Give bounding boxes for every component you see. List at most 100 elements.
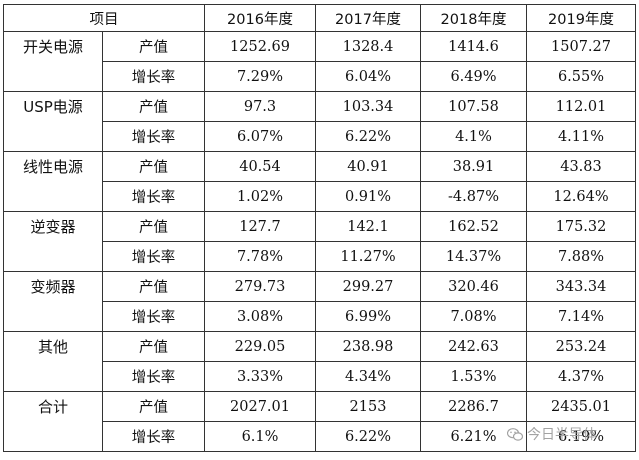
header-year: 2018年度 (420, 4, 527, 32)
header-year: 2016年度 (204, 4, 316, 32)
data-table: 项目 2016年度 2017年度 2018年度 2019年度 开关电源 产值 125… (3, 4, 636, 452)
metric-label: 产值 (102, 391, 205, 422)
metric-label: 产值 (102, 151, 205, 182)
value-cell: 2027.01 (204, 391, 316, 422)
table-row: 增长率 3.33% 4.34% 1.53% 4.37% (4, 361, 636, 392)
table-row: 合计 产值 2027.01 2153 2286.7 2435.01 (3, 391, 636, 452)
value-cell: 38.91 (420, 151, 527, 182)
growth-cell: 6.07% (204, 121, 316, 152)
growth-cell: 7.29% (204, 61, 316, 92)
table-row: 增长率 7.78% 11.27% 14.37% 7.88% (4, 241, 636, 272)
table-row: 增长率 3.08% 6.99% 7.08% 7.14% (4, 301, 636, 332)
table-row: 开关电源 产值 1252.69 1328.4 1414.6 1507.27 (3, 31, 636, 92)
growth-cell: 7.78% (204, 241, 316, 272)
value-cell: 103.34 (315, 91, 421, 122)
table-row: 线性电源 产值 40.54 40.91 38.91 43.83 (3, 151, 636, 212)
growth-cell: 6.19% (526, 421, 636, 452)
metric-label: 产值 (102, 31, 205, 62)
table-row: 增长率 6.07% 6.22% 4.1% 4.11% (4, 121, 636, 152)
value-cell: 229.05 (204, 331, 316, 362)
value-cell: 279.73 (204, 271, 316, 302)
value-cell: 127.7 (204, 211, 316, 242)
metric-label: 产值 (102, 271, 205, 302)
value-cell: 162.52 (420, 211, 527, 242)
growth-cell: 6.99% (315, 301, 421, 332)
growth-cell: 14.37% (420, 241, 527, 272)
category-name: 线性电源 (3, 151, 103, 212)
wechat-icon (507, 427, 523, 441)
metric-label: 增长率 (102, 421, 205, 452)
growth-cell: 6.49% (420, 61, 527, 92)
growth-cell: 6.22% (315, 421, 421, 452)
value-cell: 1252.69 (204, 31, 316, 62)
table-row: 其他 产值 229.05 238.98 242.63 253.24 (3, 331, 636, 392)
value-cell: 107.58 (420, 91, 527, 122)
growth-cell: 11.27% (315, 241, 421, 272)
value-cell: 40.91 (315, 151, 421, 182)
table-row: 增长率 6.1% 6.22% 6.21% 6.19% (4, 421, 636, 452)
value-cell: 2153 (315, 391, 421, 422)
category-name: 变频器 (3, 271, 103, 332)
table-row: 变频器 产值 279.73 299.27 320.46 343.34 (3, 271, 636, 332)
metric-label: 增长率 (102, 301, 205, 332)
value-cell: 1507.27 (526, 31, 636, 62)
growth-cell: 4.11% (526, 121, 636, 152)
metric-label: 产值 (102, 91, 205, 122)
value-cell: 43.83 (526, 151, 636, 182)
value-cell: 2435.01 (526, 391, 636, 422)
growth-cell: 12.64% (526, 181, 636, 212)
value-cell: 238.98 (315, 331, 421, 362)
metric-label: 产值 (102, 211, 205, 242)
growth-cell: 0.91% (315, 181, 421, 212)
table-row: USP电源 产值 97.3 103.34 107.58 112.01 (3, 91, 636, 152)
header-row: 项目 2016年度 2017年度 2018年度 2019年度 (3, 4, 636, 32)
growth-cell: 6.1% (204, 421, 316, 452)
growth-cell: 6.55% (526, 61, 636, 92)
value-cell: 299.27 (315, 271, 421, 302)
metric-label: 增长率 (102, 361, 205, 392)
header-item: 项目 (3, 4, 205, 32)
table-row: 增长率 1.02% 0.91% -4.87% 12.64% (4, 181, 636, 212)
growth-cell: 4.1% (420, 121, 527, 152)
growth-cell: 1.53% (420, 361, 527, 392)
category-name: 开关电源 (3, 31, 103, 92)
metric-label: 产值 (102, 331, 205, 362)
growth-cell: -4.87% (420, 181, 527, 212)
growth-cell: 3.08% (204, 301, 316, 332)
growth-cell: 7.88% (526, 241, 636, 272)
value-cell: 320.46 (420, 271, 527, 302)
header-year: 2019年度 (526, 4, 636, 32)
value-cell: 175.32 (526, 211, 636, 242)
category-name: 合计 (3, 391, 103, 452)
value-cell: 1328.4 (315, 31, 421, 62)
growth-cell: 6.22% (315, 121, 421, 152)
category-name: 逆变器 (3, 211, 103, 272)
value-cell: 1414.6 (420, 31, 527, 62)
value-cell: 112.01 (526, 91, 636, 122)
growth-cell: 6.04% (315, 61, 421, 92)
metric-label: 增长率 (102, 241, 205, 272)
value-cell: 142.1 (315, 211, 421, 242)
table-row: 增长率 7.29% 6.04% 6.49% 6.55% (4, 61, 636, 92)
growth-cell: 3.33% (204, 361, 316, 392)
header-year: 2017年度 (315, 4, 421, 32)
growth-cell: 7.14% (526, 301, 636, 332)
table-row: 逆变器 产值 127.7 142.1 162.52 175.32 (3, 211, 636, 272)
value-cell: 97.3 (204, 91, 316, 122)
watermark-text: 今日半导体 (527, 427, 597, 443)
value-cell: 2286.7 (420, 391, 527, 422)
category-name: USP电源 (3, 91, 103, 152)
metric-label: 增长率 (102, 121, 205, 152)
watermark: 今日半导体 (507, 424, 597, 444)
value-cell: 40.54 (204, 151, 316, 182)
growth-cell: 4.34% (315, 361, 421, 392)
growth-cell: 4.37% (526, 361, 636, 392)
growth-cell: 1.02% (204, 181, 316, 212)
category-name: 其他 (3, 331, 103, 392)
growth-cell: 7.08% (420, 301, 527, 332)
metric-label: 增长率 (102, 181, 205, 212)
value-cell: 253.24 (526, 331, 636, 362)
value-cell: 242.63 (420, 331, 527, 362)
metric-label: 增长率 (102, 61, 205, 92)
value-cell: 343.34 (526, 271, 636, 302)
